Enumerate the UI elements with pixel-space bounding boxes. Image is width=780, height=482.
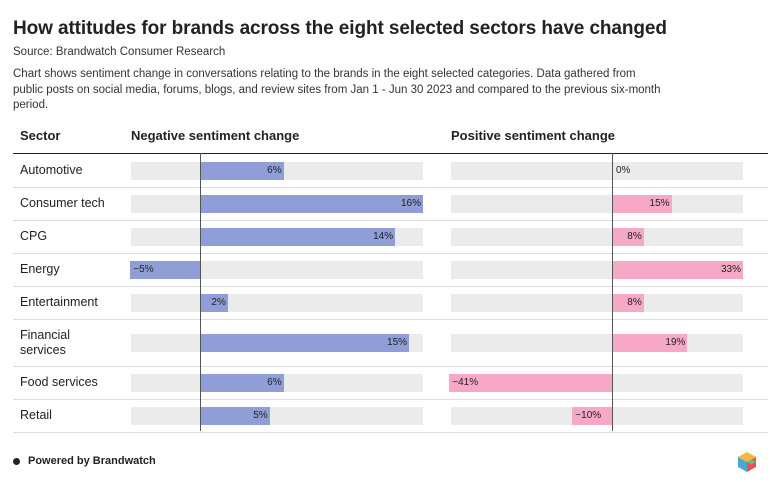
positive-zero-axis xyxy=(612,153,614,431)
table-header: Sector Negative sentiment change Positiv… xyxy=(13,120,768,154)
negative-value-label: −5% xyxy=(133,264,154,275)
positive-bar xyxy=(612,228,644,246)
negative-bar xyxy=(130,261,200,279)
positive-value-label: 8% xyxy=(627,297,642,308)
positive-track xyxy=(451,162,743,180)
footer: Powered by Brandwatch xyxy=(13,455,156,467)
table-row: Automotive 6% 0% xyxy=(13,154,768,188)
negative-bar xyxy=(200,162,284,180)
brandwatch-logo-icon xyxy=(738,452,756,472)
positive-bar xyxy=(612,334,688,352)
table-row: Entertainment 2% 8% xyxy=(13,286,768,320)
chart-title: How attitudes for brands across the eigh… xyxy=(13,18,667,39)
positive-bar xyxy=(612,294,644,312)
positive-bar xyxy=(449,374,612,392)
positive-track xyxy=(451,195,743,213)
table-row: CPG 14% 8% xyxy=(13,220,768,254)
negative-bar xyxy=(200,228,396,246)
negative-bar xyxy=(200,374,284,392)
positive-bar xyxy=(572,407,612,425)
table-row: Financial services 15% 19% xyxy=(13,319,768,367)
negative-bar xyxy=(200,294,228,312)
negative-value-label: 6% xyxy=(267,165,282,176)
sector-label: Energy xyxy=(20,262,60,276)
sector-label: Financial services xyxy=(20,328,71,357)
table-row: Consumer tech 16% 15% xyxy=(13,187,768,221)
sector-label: Consumer tech xyxy=(20,196,105,210)
sector-label: Food services xyxy=(20,375,98,389)
sector-label: Retail xyxy=(20,408,52,422)
negative-track xyxy=(131,294,423,312)
negative-zero-axis xyxy=(200,153,202,431)
negative-track xyxy=(131,407,423,425)
positive-value-label: −10% xyxy=(575,410,602,421)
sector-label: Automotive xyxy=(20,163,83,177)
positive-value-label: 8% xyxy=(627,231,642,242)
negative-bar xyxy=(200,334,410,352)
sector-label: Entertainment xyxy=(20,295,98,309)
negative-bar xyxy=(200,407,270,425)
negative-value-label: 15% xyxy=(387,337,408,348)
table-row: Energy −5% 33% xyxy=(13,253,768,287)
positive-value-label: 33% xyxy=(720,264,741,275)
positive-track xyxy=(451,228,743,246)
negative-track xyxy=(131,261,423,279)
negative-value-label: 2% xyxy=(211,297,226,308)
negative-value-label: 14% xyxy=(373,231,394,242)
header-sector: Sector xyxy=(20,128,61,143)
positive-track xyxy=(451,294,743,312)
negative-value-label: 6% xyxy=(267,377,282,388)
positive-value-label: 15% xyxy=(649,198,670,209)
positive-track xyxy=(451,334,743,352)
negative-value-label: 5% xyxy=(253,410,268,421)
table-row: Food services 6% −41% xyxy=(13,366,768,400)
header-negative: Negative sentiment change xyxy=(131,128,300,143)
footer-bullet-icon xyxy=(13,457,20,465)
negative-bar xyxy=(200,195,423,213)
positive-bar xyxy=(612,195,672,213)
positive-value-label: 0% xyxy=(616,165,631,176)
footer-text: Powered by Brandwatch xyxy=(28,455,156,467)
positive-bar xyxy=(612,261,743,279)
positive-value-label: −41% xyxy=(452,377,479,388)
chart-source: Source: Brandwatch Consumer Research xyxy=(13,46,226,58)
sector-label: CPG xyxy=(20,229,48,243)
positive-value-label: 19% xyxy=(665,337,686,348)
negative-value-label: 16% xyxy=(400,198,421,209)
header-positive: Positive sentiment change xyxy=(451,128,615,143)
table-row: Retail 5% −10% xyxy=(13,399,768,433)
chart-description: Chart shows sentiment change in conversa… xyxy=(13,68,661,111)
